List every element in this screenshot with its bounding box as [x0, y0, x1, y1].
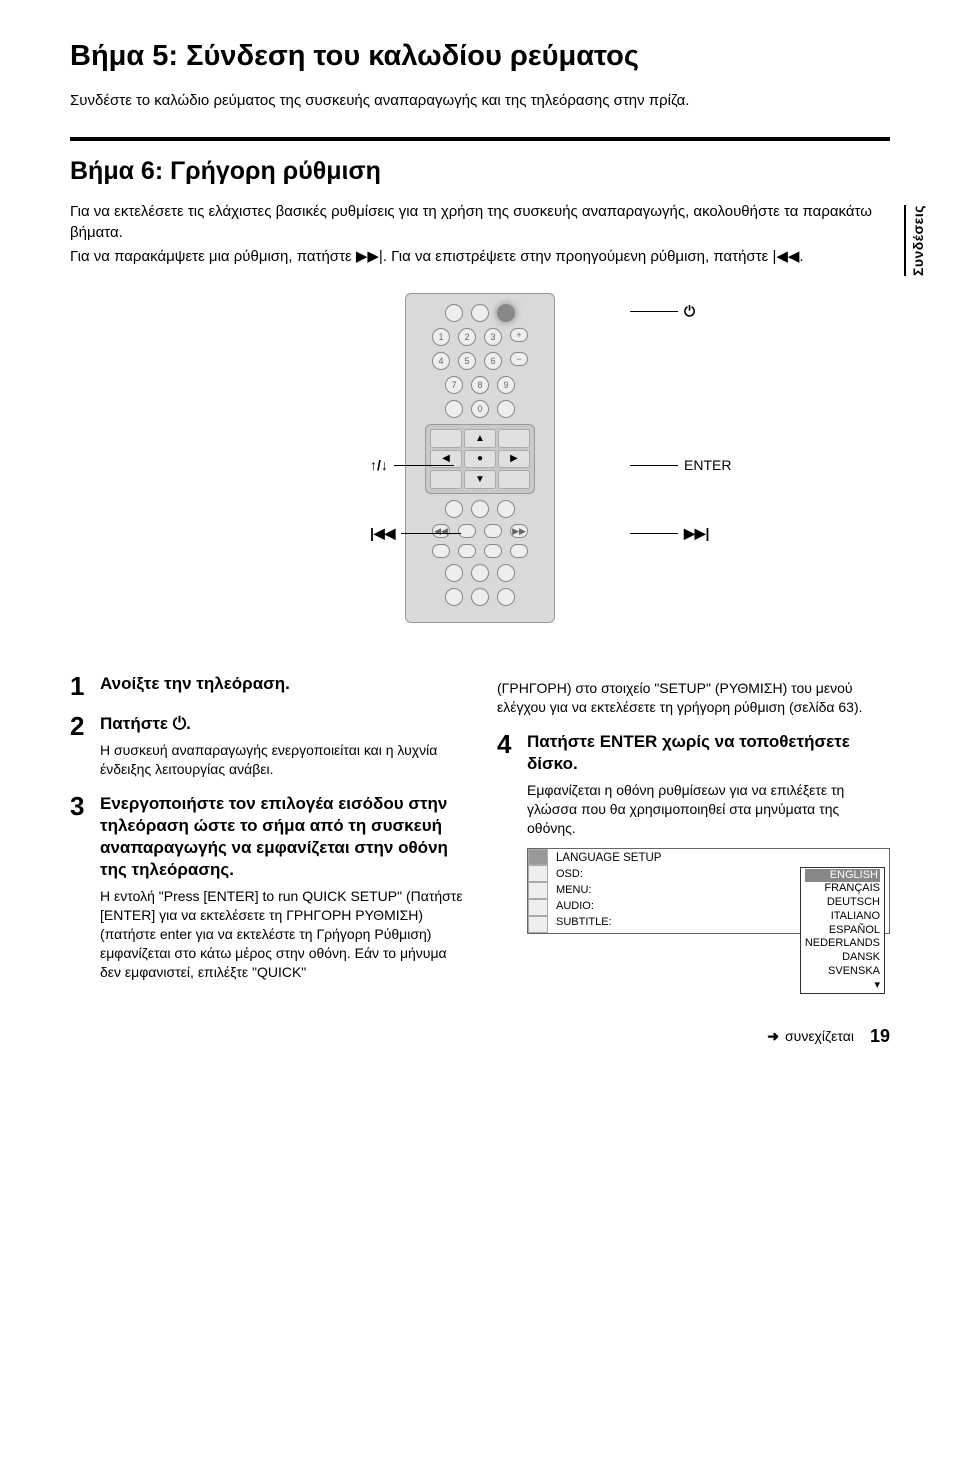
label-prev: |◀◀ [370, 525, 461, 542]
key-0: 0 [471, 400, 489, 418]
menu-options: ENGLISH FRANÇAIS DEUTSCH ITALIANO ESPAÑO… [800, 867, 885, 995]
key-2: 2 [458, 328, 476, 346]
key-5: 5 [458, 352, 476, 370]
label-enter: ENTER [630, 457, 731, 473]
label-power: ⏻ [630, 303, 695, 320]
next-key: ▶▶ [510, 524, 528, 538]
language-setup-menu: LANGUAGE SETUP OSD:ENGLISH MENU: AUDIO: … [527, 848, 890, 934]
label-next: ▶▶| [630, 525, 709, 542]
step-4: 4 Πατήστε ENTER χωρίς να τοποθετήσετε δί… [497, 731, 890, 934]
key-9: 9 [497, 376, 515, 394]
para-step6a: Για να εκτελέσετε τις ελάχιστες βασικές … [70, 202, 890, 243]
label-updown: ↑/↓ [370, 457, 454, 473]
footer: ➜ συνεχίζεται 19 [70, 1026, 890, 1047]
steps-columns: 1 Ανοίξτε την τηλεόραση. 2 Πατήστε ⏻. Η … [70, 673, 890, 996]
power-button [497, 304, 515, 322]
continue-text: συνεχίζεται [785, 1028, 854, 1044]
divider [70, 137, 890, 141]
menu-title: LANGUAGE SETUP [556, 852, 881, 864]
key-6: 6 [484, 352, 502, 370]
para-step5: Συνδέστε το καλώδιο ρεύματος της συσκευή… [70, 91, 890, 111]
key-7: 7 [445, 376, 463, 394]
page-number: 19 [870, 1026, 890, 1047]
para-step6b: Για να παρακάμψετε μια ρύθμιση, πατήστε … [70, 247, 890, 267]
key-8: 8 [471, 376, 489, 394]
key-1: 1 [432, 328, 450, 346]
heading-step6: Βήμα 6: Γρήγορη ρύθμιση [70, 157, 890, 186]
col-left: 1 Ανοίξτε την τηλεόραση. 2 Πατήστε ⏻. Η … [70, 673, 463, 996]
side-tab: Συνδέσεις [904, 205, 926, 276]
col-right: (ΓΡΗΓΟΡΗ) στο στοιχείο "SETUP" (ΡΥΘΜΙΣΗ)… [497, 673, 890, 996]
key-3: 3 [484, 328, 502, 346]
heading-step5: Βήμα 5: Σύνδεση του καλωδίου ρεύματος [70, 40, 890, 73]
remote-illustration: 1 2 3 + 4 5 6 − 7 8 9 0 ▲ ◀●▶ ▼ ◀◀ [70, 293, 890, 643]
key-4: 4 [432, 352, 450, 370]
continue-arrow-icon: ➜ [767, 1028, 779, 1045]
enter-key: ● [464, 450, 496, 469]
step-2: 2 Πατήστε ⏻. Η συσκευή αναπαραγωγής ενερ… [70, 713, 463, 779]
step-3: 3 Ενεργοποιήστε τον επιλογέα εισόδου στη… [70, 793, 463, 982]
step-1: 1 Ανοίξτε την τηλεόραση. [70, 673, 463, 699]
step3-cont: (ΓΡΗΓΟΡΗ) στο στοιχείο "SETUP" (ΡΥΘΜΙΣΗ)… [497, 679, 890, 717]
